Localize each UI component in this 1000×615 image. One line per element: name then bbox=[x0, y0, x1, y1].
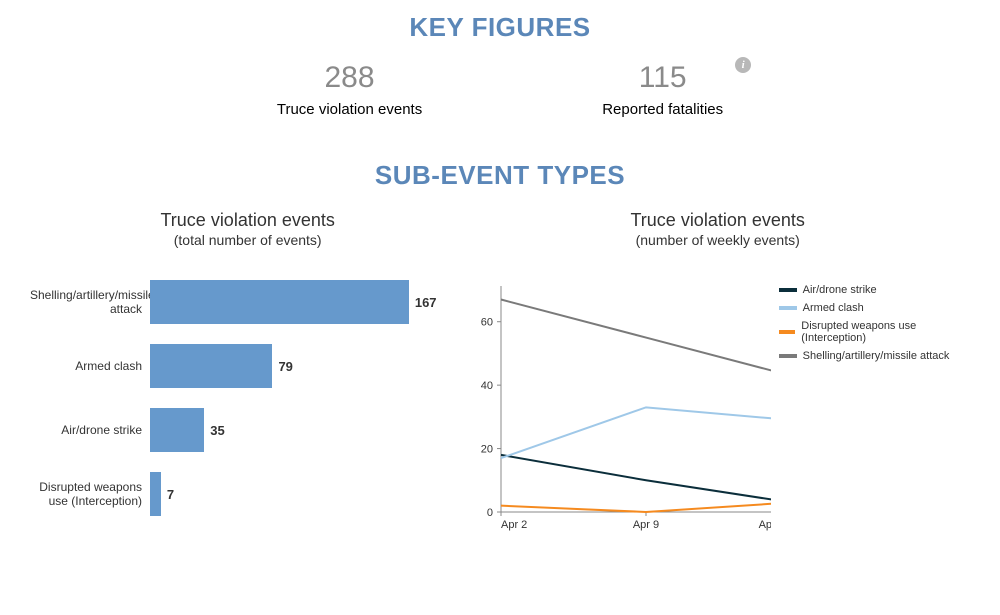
bar-fill bbox=[150, 472, 161, 516]
bar-track: 7 bbox=[150, 472, 460, 516]
info-icon[interactable]: i bbox=[735, 57, 751, 73]
legend-item: Armed clash bbox=[779, 302, 970, 314]
bar-category-label: Disrupted weapons use (Interception) bbox=[30, 480, 150, 509]
bar-chart: Shelling/artillery/missile attack 167 Arme… bbox=[30, 280, 460, 536]
key-figures-title: KEY FIGURES bbox=[0, 12, 1000, 43]
svg-text:40: 40 bbox=[481, 381, 493, 393]
bar-fill bbox=[150, 408, 204, 452]
line-chart-subtitle: (number of weekly events) bbox=[465, 232, 970, 248]
legend-swatch bbox=[779, 330, 796, 334]
bar-category-label: Armed clash bbox=[30, 359, 150, 373]
legend-label: Air/drone strike bbox=[803, 284, 877, 296]
line-series bbox=[501, 455, 770, 503]
bar-value-label: 79 bbox=[278, 359, 292, 374]
bar-track: 79 bbox=[150, 344, 460, 388]
line-series bbox=[501, 503, 770, 513]
svg-text:Apr 2: Apr 2 bbox=[501, 519, 527, 531]
line-chart-block: Truce violation events (number of weekly… bbox=[465, 209, 970, 540]
line-series bbox=[501, 300, 770, 376]
key-figures-stats: 288 Truce violation events 115 Reported fat… bbox=[0, 61, 1000, 118]
bar-category-label: Air/drone strike bbox=[30, 423, 150, 437]
legend-label: Armed clash bbox=[803, 302, 864, 314]
bar-value-label: 35 bbox=[210, 423, 224, 438]
svg-text:20: 20 bbox=[481, 444, 493, 456]
bar-track: 35 bbox=[150, 408, 460, 452]
bar-chart-title: Truce violation events bbox=[30, 209, 465, 232]
svg-text:Apr 9: Apr 9 bbox=[633, 519, 659, 531]
bar-row: Armed clash 79 bbox=[30, 344, 460, 388]
bar-category-label: Shelling/artillery/missile attack bbox=[30, 288, 150, 317]
key-figure-value: 115 bbox=[602, 61, 723, 95]
bar-fill bbox=[150, 344, 272, 388]
line-chart-wrap: 0 20 40 60 Apr 2 Apr 9 Apr 16 Air/drone strike… bbox=[465, 280, 970, 540]
bar-fill bbox=[150, 280, 409, 324]
key-figure-label: Reported fatalities bbox=[602, 101, 723, 118]
bar-row: Air/drone strike 35 bbox=[30, 408, 460, 452]
bar-row: Disrupted weapons use (Interception) 7 bbox=[30, 472, 460, 516]
svg-text:Apr 16: Apr 16 bbox=[759, 519, 771, 531]
line-series bbox=[501, 408, 770, 459]
line-chart-title: Truce violation events bbox=[465, 209, 970, 232]
svg-text:0: 0 bbox=[487, 507, 493, 519]
bar-row: Shelling/artillery/missile attack 167 bbox=[30, 280, 460, 324]
legend-item: Shelling/artillery/missile attack bbox=[779, 350, 970, 362]
key-figure-value: 288 bbox=[277, 61, 422, 95]
charts-row: Truce violation events (total number of … bbox=[0, 209, 1000, 540]
bar-chart-block: Truce violation events (total number of … bbox=[30, 209, 465, 540]
legend-swatch bbox=[779, 306, 797, 310]
legend-swatch bbox=[779, 354, 797, 358]
svg-text:60: 60 bbox=[481, 317, 493, 329]
sub-event-types-title: SUB-EVENT TYPES bbox=[0, 160, 1000, 191]
line-chart: 0 20 40 60 Apr 2 Apr 9 Apr 16 bbox=[465, 280, 770, 540]
legend-swatch bbox=[779, 288, 797, 292]
bar-track: 167 bbox=[150, 280, 460, 324]
bar-value-label: 167 bbox=[415, 295, 437, 310]
bar-chart-subtitle: (total number of events) bbox=[30, 232, 465, 248]
key-figure-stat: 115Reported fatalitiesi bbox=[602, 61, 723, 118]
legend-item: Disrupted weapons use (Interception) bbox=[779, 320, 970, 344]
bar-value-label: 7 bbox=[167, 487, 174, 502]
legend-label: Shelling/artillery/missile attack bbox=[803, 350, 950, 362]
line-chart-legend: Air/drone strike Armed clash Disrupted wea… bbox=[779, 284, 970, 540]
key-figure-label: Truce violation events bbox=[277, 101, 422, 118]
legend-item: Air/drone strike bbox=[779, 284, 970, 296]
key-figure-stat: 288 Truce violation events bbox=[277, 61, 422, 118]
legend-label: Disrupted weapons use (Interception) bbox=[801, 320, 970, 344]
